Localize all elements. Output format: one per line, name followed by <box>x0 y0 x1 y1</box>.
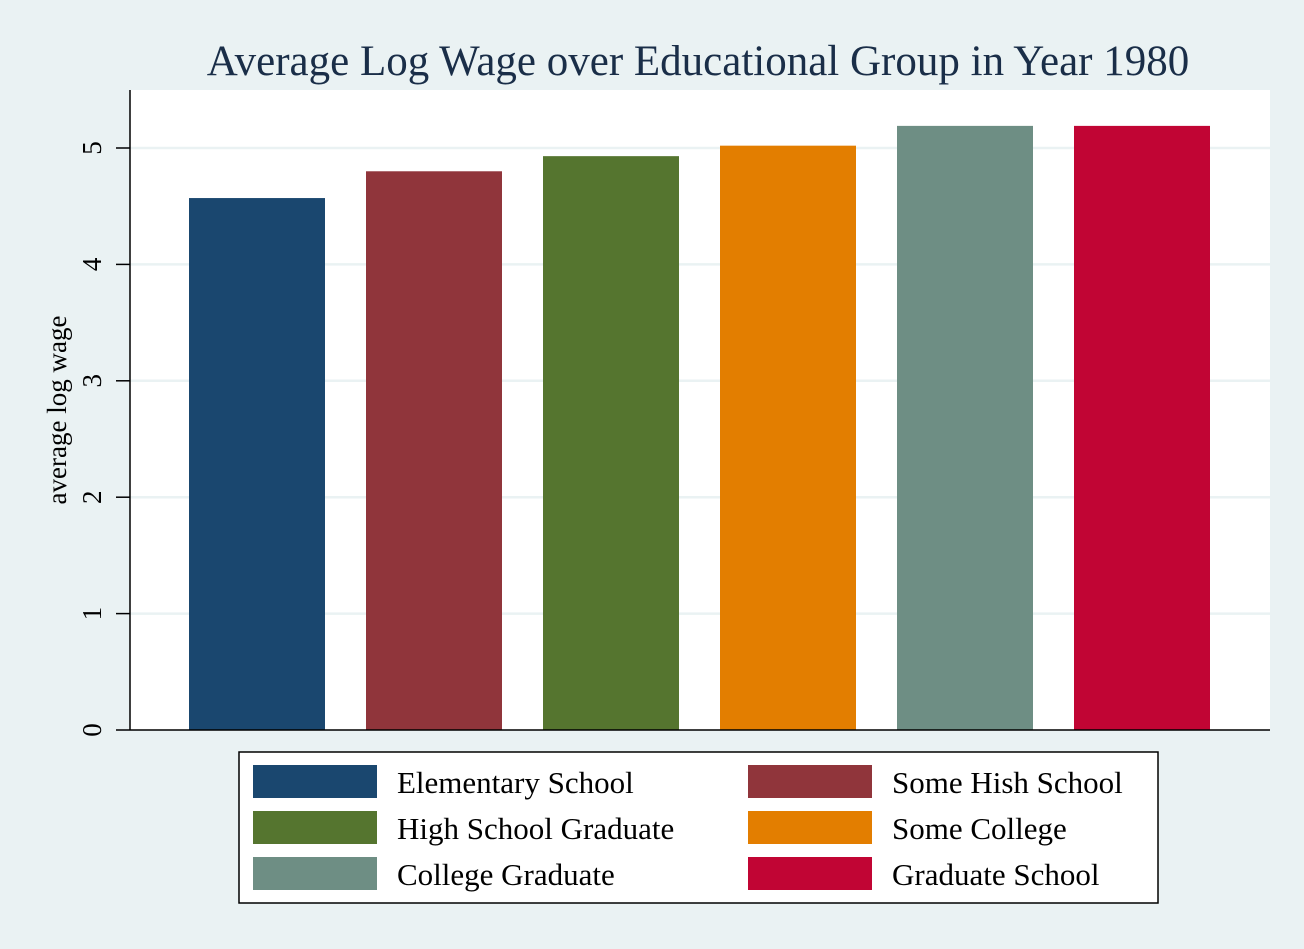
legend-swatch-3 <box>253 811 377 844</box>
y-tick-label: 2 <box>77 490 107 504</box>
legend: Elementary School Some Hish School High Sc… <box>238 751 1159 904</box>
legend-swatch-2 <box>748 765 872 798</box>
bar-1 <box>189 198 325 730</box>
bar-3 <box>543 156 679 730</box>
bar-2 <box>366 171 502 730</box>
y-ticks: 0 1 2 3 4 5 <box>77 141 130 737</box>
legend-swatch-5 <box>253 857 377 890</box>
y-tick-label: 1 <box>77 607 107 621</box>
legend-box <box>238 751 1159 904</box>
legend-label-3: High School Graduate <box>397 811 674 846</box>
y-axis-label: average log wage <box>42 316 72 505</box>
y-tick-label: 3 <box>77 374 107 388</box>
legend-items: Elementary School Some Hish School High Sc… <box>253 765 1123 892</box>
legend-label-6: Graduate School <box>892 857 1099 892</box>
bar-5 <box>897 125 1033 730</box>
y-tick-label: 0 <box>77 723 107 737</box>
chart-title: Average Log Wage over Educational Group … <box>207 38 1189 85</box>
legend-swatch-6 <box>748 857 872 890</box>
bar-6 <box>1074 125 1210 730</box>
legend-label-4: Some College <box>892 811 1067 846</box>
y-tick-label: 5 <box>77 141 107 155</box>
legend-swatch-1 <box>253 765 377 798</box>
legend-label-1: Elementary School <box>397 765 634 800</box>
bars <box>189 125 1210 730</box>
legend-swatch-4 <box>748 811 872 844</box>
legend-label-5: College Graduate <box>397 857 615 892</box>
legend-label-2: Some Hish School <box>892 765 1123 800</box>
y-tick-label: 4 <box>77 257 107 271</box>
bar-4 <box>720 145 856 730</box>
